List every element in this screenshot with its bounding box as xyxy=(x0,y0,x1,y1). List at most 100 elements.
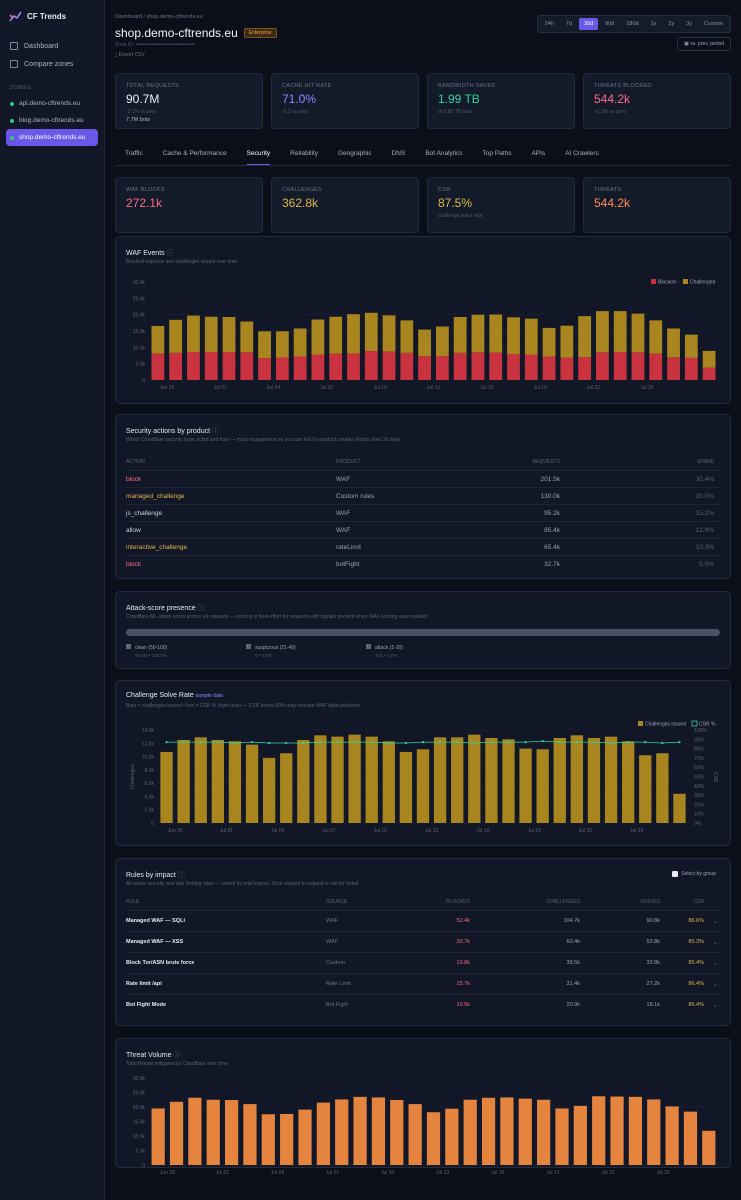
range-90d[interactable]: 90d xyxy=(605,21,615,27)
blocked-bar xyxy=(702,367,716,380)
zone-label: blog.demo-cftrends.eu xyxy=(19,117,84,124)
challenge-bar xyxy=(451,737,464,823)
table-row-cell: 86.4% xyxy=(688,1002,704,1008)
table-row-cell: 32.7k xyxy=(544,560,560,568)
nav-compare[interactable]: Compare zones xyxy=(0,55,104,73)
tab-security[interactable]: Security xyxy=(246,144,271,165)
tab-traffic[interactable]: Traffic xyxy=(125,150,143,157)
threat-bar xyxy=(702,1130,716,1165)
threat-bar xyxy=(335,1099,349,1165)
table-row: Bot Fight Mode Bot Fight 10.5k 20.9k 18.1k 86… xyxy=(126,994,720,1015)
info-icon[interactable]: ⓘ xyxy=(177,872,185,879)
threat-bar xyxy=(224,1100,239,1165)
range-180d[interactable]: 180d xyxy=(626,21,639,27)
tab-apis[interactable]: APIs xyxy=(531,150,546,157)
chevron-down-icon[interactable]: ⌄ xyxy=(712,1002,718,1009)
range-1y[interactable]: 1y xyxy=(650,21,657,27)
x-tick-label: Jul 16 xyxy=(480,385,494,391)
table-row-cell: rateLimit xyxy=(336,543,361,551)
challenge-bar xyxy=(399,751,413,823)
status-dot-icon xyxy=(10,135,14,140)
csr-point xyxy=(353,740,356,744)
legend-swatch xyxy=(691,720,698,727)
chevron-down-icon[interactable]: ⌄ xyxy=(712,918,718,925)
kpi-label: CACHE HIT RATE xyxy=(282,83,332,89)
challenge-bar xyxy=(502,739,515,823)
challenge-bar xyxy=(297,739,310,823)
tab-top-paths[interactable]: Top Paths xyxy=(482,150,512,157)
threat-bar xyxy=(481,1097,496,1165)
threat-bar xyxy=(555,1108,569,1165)
challenge-bar xyxy=(622,741,635,823)
chevron-down-icon[interactable]: ⌄ xyxy=(712,939,718,946)
table-row-cell: 20.0% xyxy=(695,492,714,500)
y2-tick-label: 70% xyxy=(694,756,705,762)
info-icon[interactable]: ⓘ xyxy=(197,605,205,612)
brand[interactable]: CF Trends xyxy=(0,0,104,37)
attack-subtitle: Cloudflare ML attack score across all re… xyxy=(126,614,427,620)
info-icon[interactable]: ⓘ xyxy=(212,428,219,435)
compare-toggle[interactable]: ▣ vs. prev. period xyxy=(677,37,731,51)
tab-cache-performance[interactable]: Cache & Performance xyxy=(162,150,227,157)
tab-reliability[interactable]: Reliability xyxy=(290,150,318,157)
group-toggle[interactable]: Select by group xyxy=(672,871,716,877)
csr-subtitle: Bars = challenges issued • line = CSR % … xyxy=(126,703,360,709)
blocked-bar xyxy=(275,357,289,380)
compare-icon xyxy=(10,60,18,68)
table-row-cell: 60.4k xyxy=(566,939,580,945)
tab-dns[interactable]: DNS xyxy=(391,150,406,157)
range-30d[interactable]: 30d xyxy=(578,18,599,30)
tab-geographic[interactable]: Geographic xyxy=(337,150,372,157)
threat-bar xyxy=(445,1108,459,1165)
kpi-value: 87.5% xyxy=(438,196,473,210)
range-2y[interactable]: 2y xyxy=(668,21,675,27)
chevron-down-icon[interactable]: ⌄ xyxy=(712,981,718,988)
waf-subtitle: Blocked requests and challenges issued o… xyxy=(126,259,238,265)
legend-swatch xyxy=(126,644,131,649)
zone-blog[interactable]: blog.demo-cftrends.eu xyxy=(0,112,104,129)
security-kpi-row: WAF BLOCKS 272.1k CHALLENGES 362.8k CSR 87.5%… xyxy=(115,177,731,233)
kpi-value: 90.7M xyxy=(126,92,160,106)
kpi-card: BANDWIDTH SAVED 1.99 TB of 2.80 TB total xyxy=(427,73,575,129)
challenge-bar xyxy=(211,739,224,823)
csr-point xyxy=(524,740,527,744)
tab-bot-analytics[interactable]: Bot Analytics xyxy=(425,150,463,157)
blocked-bar xyxy=(347,353,360,380)
challenge-bar xyxy=(177,739,190,823)
csr-point xyxy=(456,740,459,744)
blocked-bar xyxy=(169,352,183,380)
threat-bar xyxy=(408,1104,422,1165)
x-tick-label: Jul 25 xyxy=(640,385,654,391)
csr-point xyxy=(678,740,681,744)
threat-bar xyxy=(151,1108,165,1165)
range-custom[interactable]: Custom xyxy=(704,21,723,27)
challenge-bar xyxy=(519,748,532,823)
chevron-down-icon[interactable]: ⌄ xyxy=(712,960,718,967)
challenged-bar xyxy=(222,317,236,352)
zone-api[interactable]: api.demo-cftrends.eu xyxy=(0,95,104,112)
page-title: shop.demo-cftrends.eu xyxy=(115,26,238,40)
nav-dashboard[interactable]: Dashboard xyxy=(0,37,104,55)
csr-point xyxy=(644,740,647,744)
x-tick-label: Jul 22 xyxy=(587,385,601,391)
export-csv-link[interactable]: ⤓ Export CSV xyxy=(115,52,145,58)
range-3y[interactable]: 3y xyxy=(686,21,693,27)
table-header-cell: CSR xyxy=(693,899,704,905)
info-icon[interactable]: ⓘ xyxy=(166,250,174,257)
range-24h[interactable]: 24h xyxy=(544,21,554,27)
table-header-cell: ACTION xyxy=(126,458,145,465)
table-row: js_challenge WAF 95.2k 15.2% xyxy=(126,504,720,521)
table-header-cell: PRODUCT xyxy=(336,458,361,465)
y-tick-label: 15.0k xyxy=(133,329,146,335)
range-7d[interactable]: 7d xyxy=(565,21,572,27)
tab-ai-crawlers[interactable]: AI Crawlers xyxy=(565,150,599,157)
info-icon[interactable]: ⓘ xyxy=(173,1052,181,1059)
breadcrumb[interactable]: Dashboard / shop.demo-cftrends.eu xyxy=(115,14,203,20)
threat-bar xyxy=(390,1100,404,1165)
zone-shop[interactable]: shop.demo-cftrends.eu xyxy=(6,129,98,146)
challenge-bar xyxy=(262,757,276,823)
table-row-cell: 27.2k xyxy=(646,981,660,987)
table-header-cell: RULE xyxy=(126,899,140,905)
kpi-value: 1.99 TB xyxy=(438,92,480,106)
csr-point xyxy=(438,740,442,744)
